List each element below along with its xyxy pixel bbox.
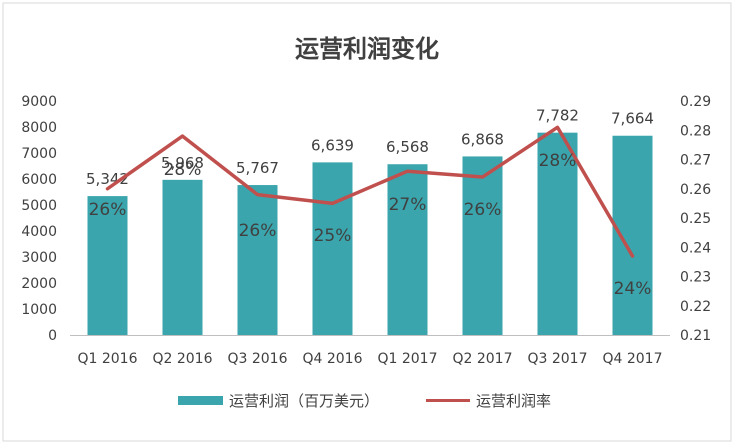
percent-label: 26% <box>89 200 127 220</box>
bar <box>162 179 203 335</box>
right-tick-label: 0.21 <box>680 328 711 344</box>
bar-value-label: 5,342 <box>86 170 129 188</box>
x-tick-label: Q3 2016 <box>227 351 287 367</box>
right-tick-label: 0.25 <box>680 211 711 227</box>
bar <box>537 132 578 335</box>
percent-label: 27% <box>389 195 427 215</box>
right-tick-label: 0.24 <box>680 240 711 256</box>
bar-value-label: 7,782 <box>536 107 579 125</box>
left-axis: 0 1000 2000 3000 4000 5000 6000 7000 8000 9000 <box>21 94 57 344</box>
left-tick-label: 0 <box>48 328 57 344</box>
legend-line-label: 运营利润率 <box>476 392 551 410</box>
x-tick-label: Q3 2017 <box>527 351 587 367</box>
legend-bar-label: 运营利润（百万美元） <box>229 392 379 410</box>
right-axis: 0.21 0.22 0.23 0.24 0.25 0.26 0.27 0.28 0.29 <box>680 94 711 344</box>
legend-bar-swatch <box>178 396 223 405</box>
left-tick-label: 8000 <box>21 120 57 136</box>
left-tick-label: 6000 <box>21 172 57 188</box>
percent-label: 24% <box>614 279 652 299</box>
x-tick-label: Q2 2016 <box>152 351 212 367</box>
x-tick-label: Q1 2016 <box>77 351 137 367</box>
bar-value-label: 6,639 <box>311 136 354 154</box>
left-tick-label: 9000 <box>21 94 57 110</box>
x-tick-label: Q1 2017 <box>377 351 437 367</box>
left-tick-label: 5000 <box>21 198 57 214</box>
x-axis: Q1 2016 Q2 2016 Q3 2016 Q4 2016 Q1 2017 Q2 20… <box>70 335 670 367</box>
line-series <box>105 125 635 258</box>
left-tick-label: 4000 <box>21 224 57 240</box>
bar-value-labels: 5,342 5,968 5,767 6,639 6,568 6,868 7,782 7,664 <box>86 107 654 188</box>
x-tick-label: Q4 2016 <box>302 351 362 367</box>
percent-label: 26% <box>464 200 502 220</box>
percent-label: 28% <box>164 160 202 180</box>
right-tick-label: 0.26 <box>680 182 711 198</box>
right-tick-label: 0.22 <box>680 299 711 315</box>
bar-series <box>87 132 653 335</box>
bar <box>87 196 128 335</box>
bar <box>312 162 353 335</box>
left-tick-label: 7000 <box>21 146 57 162</box>
left-tick-label: 3000 <box>21 250 57 266</box>
percent-label: 26% <box>239 221 277 241</box>
left-tick-label: 1000 <box>21 302 57 318</box>
right-tick-label: 0.23 <box>680 270 711 286</box>
bar-value-label: 5,767 <box>236 159 279 177</box>
bar <box>237 185 278 335</box>
bar-value-label: 6,868 <box>461 130 504 148</box>
bar-value-label: 6,568 <box>386 138 429 156</box>
percent-label: 28% <box>539 151 577 171</box>
x-tick-label: Q2 2017 <box>452 351 512 367</box>
bar-value-label: 5,968 <box>161 154 204 172</box>
chart-title: 运营利润变化 <box>295 35 439 63</box>
right-tick-label: 0.28 <box>680 123 711 139</box>
bar <box>462 156 503 335</box>
right-tick-label: 0.27 <box>680 153 711 169</box>
bar-value-label: 7,664 <box>611 110 654 128</box>
x-tick-label: Q4 2017 <box>602 351 662 367</box>
left-tick-label: 2000 <box>21 276 57 292</box>
margin-line <box>105 125 635 258</box>
percent-labels: 26% 28% 26% 25% 27% 26% 28% 24% <box>89 151 652 299</box>
percent-label: 25% <box>314 226 352 246</box>
bar <box>387 164 428 335</box>
right-tick-label: 0.29 <box>680 94 711 110</box>
legend: 运营利润（百万美元） 运营利润率 <box>178 392 551 410</box>
